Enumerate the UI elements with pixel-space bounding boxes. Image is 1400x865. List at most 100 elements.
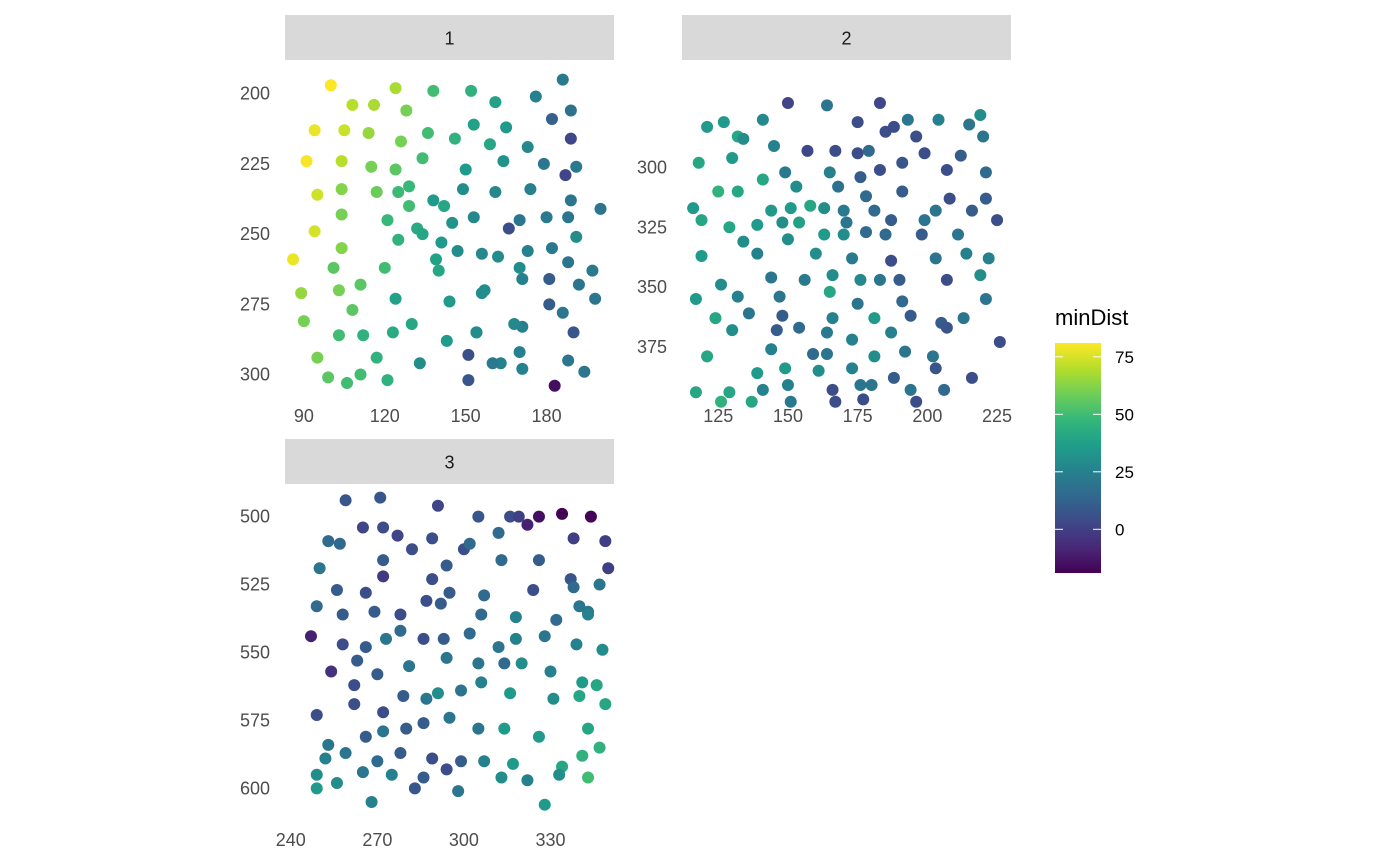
data-point (300, 155, 313, 168)
data-point (860, 226, 873, 239)
data-point (596, 643, 609, 656)
facet-panel-2: 2 125 150 175 200 225 300 325 350 375 (637, 15, 1012, 426)
data-point (400, 104, 413, 117)
data-point (310, 782, 323, 795)
data-point (374, 491, 387, 504)
data-point (443, 711, 456, 724)
data-point (405, 317, 418, 330)
data-point (443, 586, 456, 599)
data-point (509, 632, 522, 645)
data-point (965, 204, 978, 217)
data-point (573, 689, 586, 702)
data-point (385, 768, 398, 781)
data-point (553, 768, 566, 781)
data-point (818, 202, 831, 215)
data-point (593, 741, 606, 754)
data-point (509, 611, 522, 624)
data-point (717, 116, 730, 129)
data-point (576, 676, 589, 689)
data-point (547, 692, 560, 705)
data-point (564, 104, 577, 117)
data-point (516, 362, 529, 375)
data-point (416, 228, 429, 241)
data-point (929, 362, 942, 375)
x-tick-label: 90 (294, 406, 314, 426)
data-point (594, 202, 607, 215)
data-point (446, 216, 459, 229)
data-point (497, 155, 510, 168)
data-point (687, 202, 700, 215)
data-point (524, 183, 537, 196)
data-point (456, 183, 469, 196)
data-point (801, 144, 814, 157)
data-point (854, 171, 867, 184)
data-point (952, 228, 965, 241)
data-point (885, 254, 898, 267)
data-point (556, 306, 569, 319)
data-point (765, 204, 778, 217)
data-point (765, 343, 778, 356)
data-point (426, 532, 439, 545)
data-point (840, 216, 853, 229)
data-point (550, 613, 563, 626)
data-point (512, 510, 525, 523)
y-tick-label: 300 (637, 158, 667, 178)
data-point (589, 292, 602, 305)
data-point (692, 156, 705, 169)
data-point (478, 589, 491, 602)
data-point (462, 374, 475, 387)
data-point (380, 632, 393, 645)
data-point (403, 660, 416, 673)
data-point (602, 562, 615, 575)
data-point (451, 244, 464, 257)
legend-tick-label: 0 (1115, 520, 1124, 539)
data-point (359, 730, 372, 743)
data-point (367, 98, 380, 111)
data-point (540, 211, 553, 224)
data-point (570, 230, 583, 243)
data-point (784, 395, 797, 408)
data-point (475, 676, 488, 689)
data-point (400, 722, 413, 735)
legend-tick-label: 25 (1115, 463, 1134, 482)
data-point (405, 543, 418, 556)
data-point (437, 632, 450, 645)
data-point (304, 630, 317, 643)
data-point (370, 185, 383, 198)
data-point (365, 795, 378, 808)
data-point (508, 317, 521, 330)
data-point (532, 730, 545, 743)
data-point (910, 395, 923, 408)
data-point (335, 242, 348, 255)
data-point (751, 367, 764, 380)
data-point (910, 130, 923, 143)
data-point (330, 583, 343, 596)
data-point (500, 121, 513, 134)
data-point (979, 293, 992, 306)
data-point (492, 250, 505, 263)
data-point (486, 357, 499, 370)
data-point (336, 608, 349, 621)
data-point (330, 776, 343, 789)
data-point (492, 526, 505, 539)
data-point (440, 763, 453, 776)
data-point (538, 630, 551, 643)
x-tick-label: 175 (843, 406, 873, 426)
data-point (368, 605, 381, 618)
data-point (915, 228, 928, 241)
data-point (929, 204, 942, 217)
data-point (826, 269, 839, 282)
data-point (308, 225, 321, 238)
data-point (455, 684, 468, 697)
data-point (333, 537, 346, 550)
data-point (467, 118, 480, 131)
data-point (918, 147, 931, 160)
data-point (443, 295, 456, 308)
facet-strip (285, 15, 614, 60)
y-tick-label: 350 (637, 277, 667, 297)
data-point (543, 273, 556, 286)
data-point (532, 510, 545, 523)
x-tick-label: 150 (773, 406, 803, 426)
data-point (527, 583, 540, 596)
